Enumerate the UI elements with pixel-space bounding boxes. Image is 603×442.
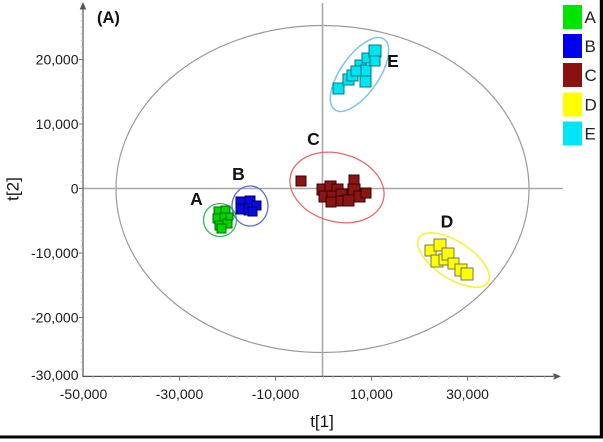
- svg-text:C: C: [585, 66, 597, 85]
- svg-text:E: E: [387, 51, 399, 71]
- svg-text:B: B: [232, 164, 245, 184]
- svg-text:-30,000: -30,000: [31, 367, 79, 383]
- svg-text:-10,000: -10,000: [31, 245, 79, 261]
- svg-text:20,000: 20,000: [36, 52, 79, 68]
- svg-text:10,000: 10,000: [350, 386, 393, 402]
- svg-text:A: A: [190, 189, 203, 209]
- svg-text:-20,000: -20,000: [31, 310, 79, 326]
- svg-text:D: D: [585, 96, 597, 115]
- svg-text:0: 0: [71, 181, 79, 197]
- svg-text:D: D: [441, 212, 454, 232]
- svg-text:-50,000: -50,000: [60, 386, 108, 402]
- svg-text:t[2]: t[2]: [4, 177, 23, 201]
- svg-text:t[1]: t[1]: [310, 412, 334, 431]
- svg-text:(A): (A): [97, 9, 120, 27]
- svg-text:A: A: [585, 8, 597, 27]
- svg-text:E: E: [585, 125, 596, 144]
- svg-text:-30,000: -30,000: [156, 386, 204, 402]
- svg-text:B: B: [585, 37, 596, 56]
- svg-text:30,000: 30,000: [446, 386, 489, 402]
- svg-text:10,000: 10,000: [36, 116, 79, 132]
- svg-text:C: C: [307, 129, 320, 149]
- svg-text:-10,000: -10,000: [252, 386, 300, 402]
